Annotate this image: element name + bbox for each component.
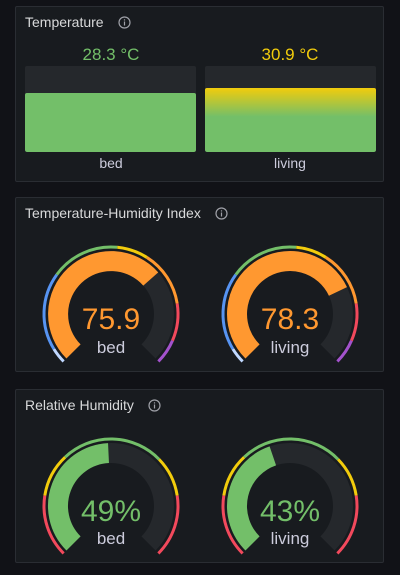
bed-humidity-label: bed [96, 529, 126, 548]
living-temperature-fill [205, 87, 376, 152]
bed-humidity-value: 49% [80, 495, 142, 528]
living-humidity-threshold-band [222, 456, 246, 496]
panel-header: Temperature-Humidity Index [25, 205, 228, 221]
panel-header: Temperature [25, 14, 131, 30]
humidity-gauges [42, 437, 359, 555]
living-thi-threshold-band [221, 273, 238, 350]
bed-humidity-threshold-band [157, 495, 180, 555]
bed-thi-value: 75.9 [81, 303, 141, 336]
bed-humidity-threshold-band [158, 458, 179, 496]
bed-temperature-fill [25, 92, 196, 152]
thi-gauges [42, 245, 359, 363]
living-humidity-threshold-band [243, 437, 340, 461]
living-temperature-value: 30.9 °C [261, 45, 319, 64]
living-temperature-bar [205, 66, 376, 152]
info-icon[interactable] [148, 398, 161, 412]
bed-humidity-threshold-band [64, 437, 161, 461]
living-humidity-threshold-band [221, 495, 244, 555]
living-thi-label: living [270, 338, 310, 357]
bed-thi-threshold-band [171, 303, 180, 342]
living-thi-gauge-value-arc [227, 251, 347, 359]
living-thi-threshold-band [231, 348, 244, 363]
bed-thi-threshold-band [157, 339, 174, 363]
panel-header: Relative Humidity [25, 397, 161, 413]
info-icon[interactable] [117, 15, 131, 29]
bed-temperature-value: 28.3 °C [82, 45, 140, 64]
bed-temperature-label: bed [99, 155, 123, 171]
bed-thi-threshold-band [117, 245, 148, 259]
bed-thi-label: bed [96, 338, 126, 357]
thi-panel: Temperature-Humidity Index 75.9 bed 78.3… [15, 197, 384, 372]
bed-humidity-threshold-band [43, 456, 67, 496]
living-humidity-value: 43% [259, 495, 321, 528]
living-thi-value: 78.3 [260, 303, 320, 336]
living-thi-threshold-band [336, 339, 353, 363]
panel-title: Relative Humidity [25, 397, 134, 413]
living-thi-threshold-band [234, 245, 297, 276]
living-humidity-label: living [270, 529, 310, 548]
bed-thi-threshold-band [42, 273, 59, 350]
bed-humidity-threshold-band [42, 495, 65, 555]
bed-humidity-gauge-value-arc [48, 443, 110, 551]
panel-title: Temperature-Humidity Index [25, 205, 201, 221]
living-temperature-label: living [274, 155, 306, 171]
bed-thi-gauge-value-arc [48, 251, 159, 359]
living-thi-threshold-band [325, 256, 358, 304]
bed-thi-threshold-band [52, 348, 65, 363]
temperature-panel: Temperature 28.3 °C bed 30.9 °C living [15, 6, 384, 182]
humidity-panel: Relative Humidity 49% bed 43% living [15, 389, 384, 563]
living-thi-threshold-band [350, 303, 359, 342]
living-humidity-threshold-band [337, 458, 358, 496]
panel-title: Temperature [25, 14, 104, 30]
info-icon[interactable] [215, 206, 228, 220]
living-humidity-threshold-band [336, 495, 359, 555]
living-humidity-gauge-value-arc [227, 446, 277, 551]
living-thi-threshold-band [296, 245, 327, 259]
bed-thi-threshold-band [55, 245, 118, 276]
bed-temperature-bar [25, 66, 196, 152]
bed-thi-threshold-band [146, 256, 179, 304]
